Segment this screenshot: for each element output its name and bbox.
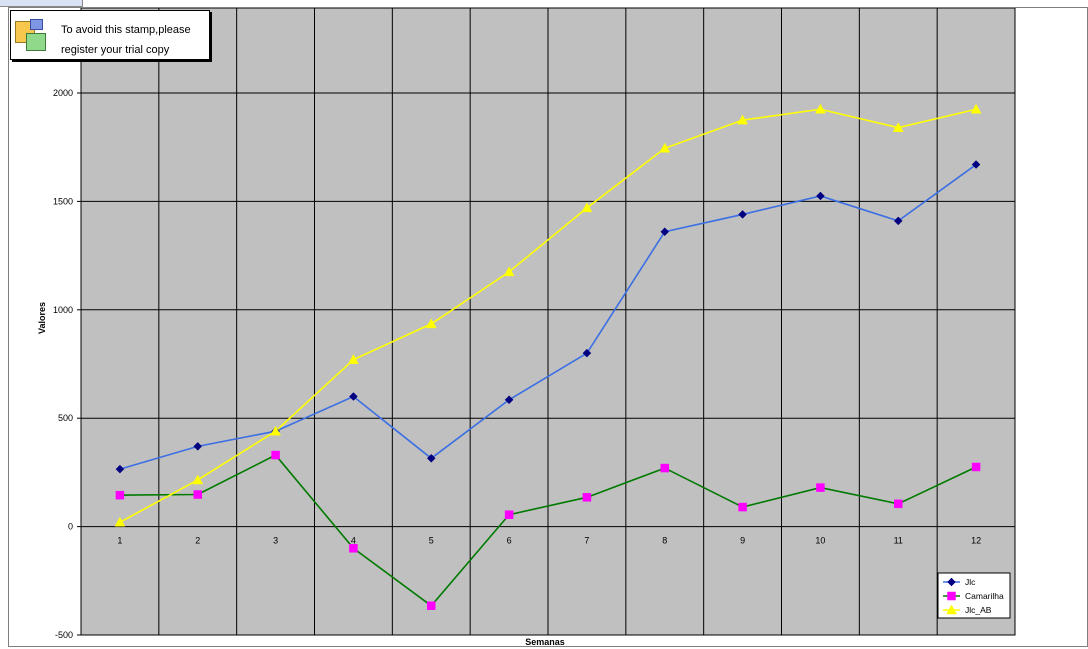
- series-line-jlc_ab: [119, 108, 977, 523]
- stamp-logo-icon-blue: [30, 19, 43, 30]
- x-tick-label: 5: [429, 536, 434, 546]
- data-point-jlc_ab: [970, 103, 982, 114]
- legend-marker: [947, 591, 956, 601]
- y-tick-label: 1500: [53, 196, 73, 206]
- chart-frame: -500 0 500 1000 1500 2000 1 2 3 4 5 6 7 8 9 10 11 12 Seman…: [8, 7, 1088, 647]
- data-point-jlc: [504, 395, 514, 405]
- data-point-camarilha: [427, 601, 436, 610]
- data-point-camarilha: [738, 502, 747, 512]
- data-point-jlc: [426, 453, 436, 463]
- data-point-camarilha: [894, 499, 903, 509]
- stamp-logo-icon-green: [26, 33, 46, 51]
- data-point-jlc_ab: [892, 122, 904, 132]
- y-tick-label: -500: [55, 630, 73, 640]
- data-point-jlc_ab: [814, 103, 826, 114]
- data-point-jlc_ab: [347, 354, 359, 364]
- data-point-camarilha: [271, 450, 280, 460]
- x-tick-label: 6: [507, 536, 512, 546]
- data-point-jlc_ab: [503, 266, 515, 277]
- data-point-jlc: [115, 464, 125, 474]
- data-point-jlc_ab: [425, 318, 437, 329]
- x-tick-label: 11: [894, 536, 903, 546]
- series-line-camarilha: [119, 454, 977, 607]
- data-point-jlc: [971, 160, 981, 169]
- data-point-jlc_ab: [270, 425, 282, 436]
- x-tick-label: 2: [195, 536, 200, 546]
- x-tick-label: 3: [273, 536, 278, 546]
- y-axis-title: Valores: [37, 302, 47, 334]
- data-point-camarilha: [660, 463, 669, 473]
- data-point-camarilha: [816, 483, 825, 492]
- x-axis-title: Semanas: [525, 637, 565, 646]
- data-point-jlc_ab: [659, 142, 671, 153]
- data-point-jlc: [893, 216, 903, 226]
- data-point-camarilha: [115, 490, 125, 500]
- data-point-jlc: [816, 191, 825, 201]
- x-tick-label: 4: [351, 536, 356, 546]
- data-point-jlc: [660, 227, 670, 237]
- data-point-camarilha: [193, 490, 202, 499]
- y-tick-label: 1000: [53, 305, 73, 315]
- x-tick-label: 8: [662, 536, 667, 546]
- y-tick-label: 500: [58, 413, 73, 423]
- legend-label: Camarilha: [965, 591, 1004, 601]
- x-tick-label: 12: [971, 536, 981, 546]
- data-point-camarilha: [504, 510, 514, 519]
- trial-stamp: To avoid this stamp,please register your…: [10, 10, 210, 60]
- x-tick-label: 7: [584, 536, 589, 546]
- series-line-jlc: [119, 163, 977, 470]
- data-point-jlc: [349, 392, 358, 401]
- y-tick-label: 2000: [53, 88, 73, 98]
- legend-marker: [946, 604, 957, 615]
- legend-label: Jlc: [965, 577, 976, 587]
- stamp-text-line1: To avoid this stamp,please: [61, 24, 191, 36]
- data-point-jlc: [193, 442, 203, 451]
- data-point-jlc_ab: [192, 474, 204, 485]
- stamp-text-line2: register your trial copy: [61, 44, 170, 56]
- y-tick-label: 0: [68, 522, 73, 532]
- data-point-camarilha: [349, 544, 358, 553]
- x-tick-label: 9: [740, 536, 745, 546]
- sheet-tab-strip[interactable]: [0, 0, 83, 7]
- data-point-jlc_ab: [737, 114, 749, 125]
- data-point-jlc: [738, 210, 747, 219]
- data-point-jlc_ab: [581, 202, 593, 213]
- legend-marker: [947, 577, 956, 587]
- data-point-camarilha: [582, 493, 592, 502]
- legend-label: Jlc_AB: [965, 605, 992, 615]
- x-tick-label: 10: [815, 536, 825, 546]
- data-point-jlc: [582, 348, 592, 358]
- data-point-jlc_ab: [114, 516, 126, 527]
- data-point-camarilha: [971, 462, 981, 472]
- x-tick-label: 1: [117, 536, 122, 546]
